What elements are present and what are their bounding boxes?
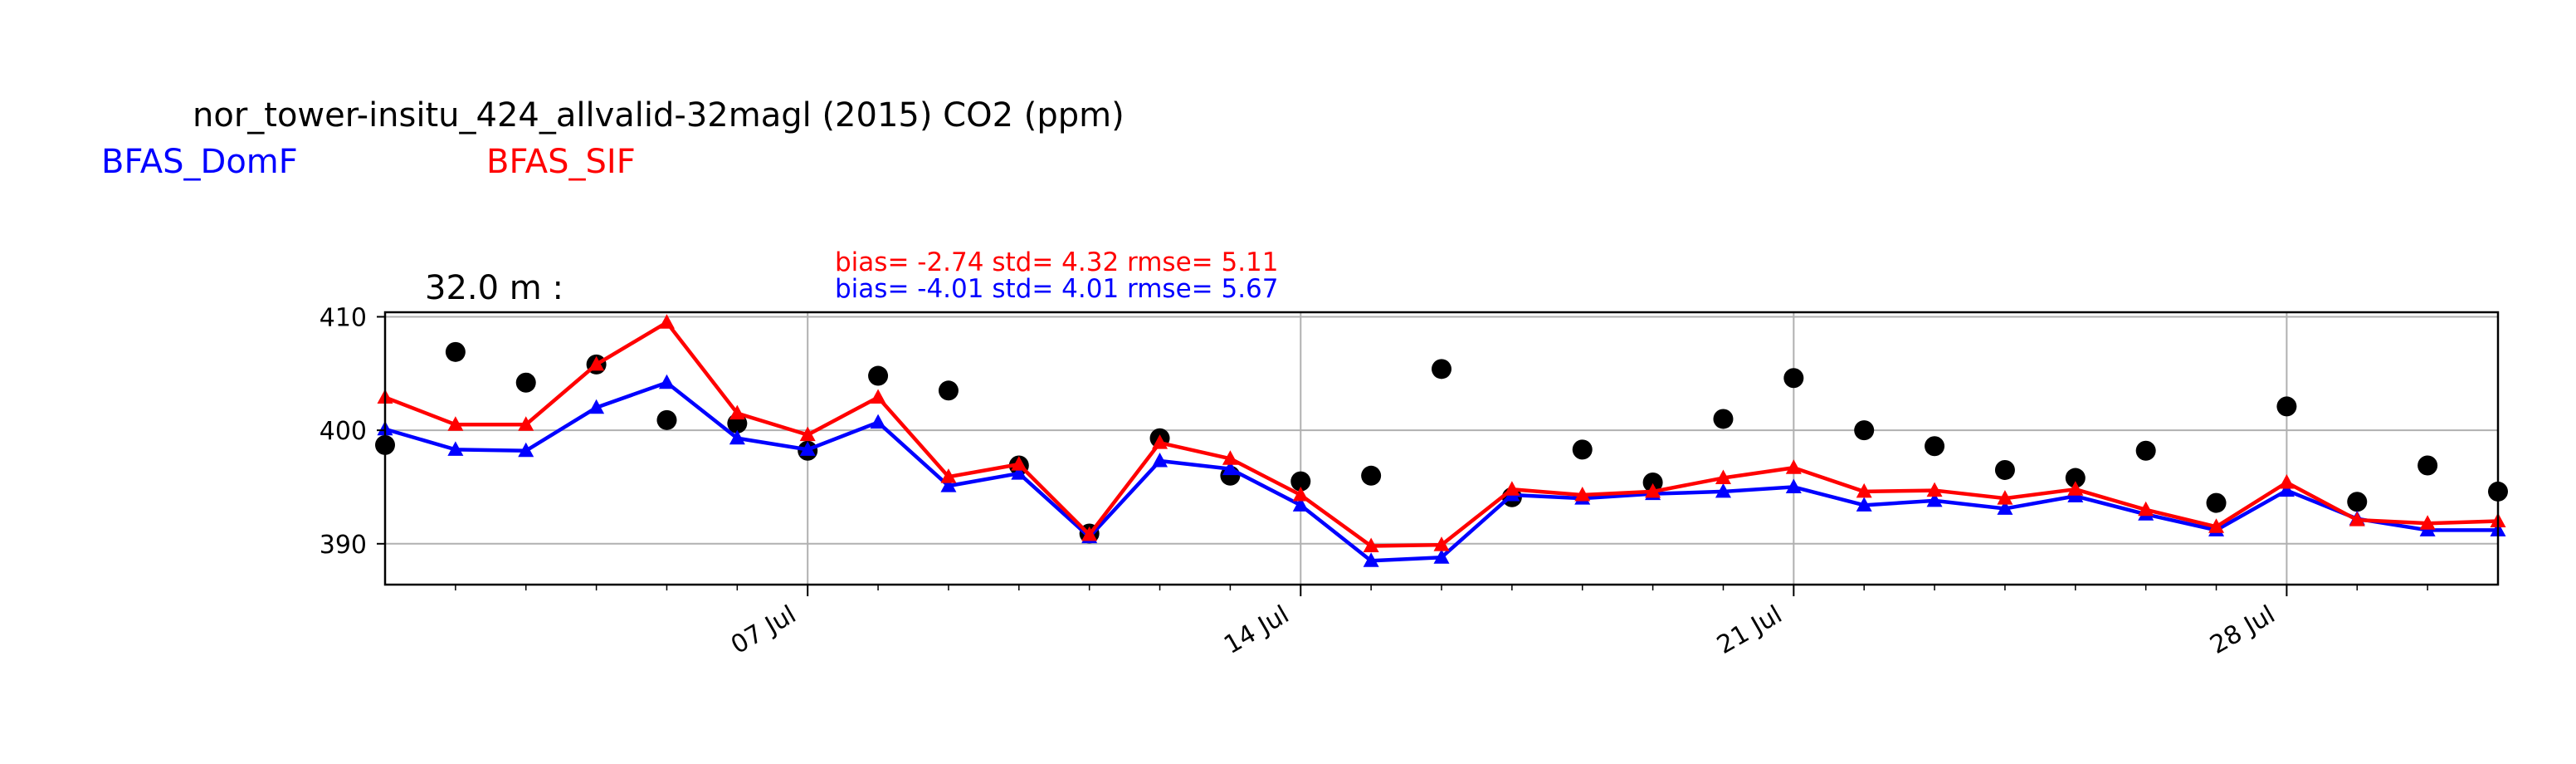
point-sif — [1645, 482, 1661, 498]
point-sif — [1785, 459, 1802, 474]
point-sif — [729, 404, 745, 420]
point-obs — [2276, 396, 2297, 417]
stats-domf: bias= -4.01 std= 4.01 rmse= 5.67 — [835, 274, 1279, 304]
point-domf — [588, 399, 605, 414]
point-domf — [729, 429, 745, 445]
y-tick-label: 410 — [320, 303, 367, 332]
point-sif — [1997, 490, 2013, 505]
point-domf — [1011, 465, 1027, 480]
point-sif — [1292, 487, 1309, 502]
stats-sif: bias= -2.74 std= 4.32 rmse= 5.11 — [835, 247, 1279, 277]
point-sif — [447, 416, 464, 431]
point-sif — [1152, 434, 1168, 449]
point-obs — [1572, 439, 1593, 460]
point-sif — [2419, 515, 2436, 530]
y-tick-label: 390 — [320, 531, 367, 560]
point-sif — [1433, 536, 1450, 551]
point-domf — [447, 441, 464, 456]
point-obs — [2206, 492, 2227, 513]
point-obs — [938, 380, 959, 401]
point-obs — [2065, 468, 2086, 488]
x-tick-label: 14 Jul — [1219, 600, 1294, 660]
point-sif — [1081, 526, 1098, 541]
point-sif — [2138, 501, 2154, 517]
point-obs — [2347, 492, 2368, 512]
x-tick-label: 28 Jul — [2205, 600, 2280, 660]
point-sif — [2067, 481, 2084, 496]
point-obs — [656, 409, 677, 430]
point-obs — [1290, 471, 1311, 492]
point-domf — [1715, 482, 1731, 498]
point-sif — [870, 389, 886, 404]
point-sif — [1574, 487, 1591, 502]
point-domf — [1997, 500, 2013, 515]
axis-layer: 390 400 410 07 Jul 14 Jul 21 Jul 28 Jul — [320, 303, 2428, 660]
point-sif — [1363, 537, 1379, 553]
point-domf — [1856, 497, 1872, 512]
panel-label: 32.0 m : — [425, 269, 564, 307]
point-domf — [1152, 453, 1168, 468]
point-sif — [1926, 482, 1943, 497]
point-obs — [1783, 368, 1804, 389]
legend-label-sif: BFAS_SIF — [486, 143, 636, 181]
point-obs — [1994, 459, 2015, 480]
point-domf — [1433, 549, 1450, 564]
point-domf — [1785, 478, 1802, 493]
point-domf — [518, 442, 534, 458]
point-sif — [1715, 469, 1731, 485]
point-sif — [1222, 450, 1238, 465]
x-tick-label: 21 Jul — [1712, 600, 1787, 660]
point-sif — [1011, 456, 1027, 471]
chart-title: nor_tower-insitu_424_allvalid-32magl (20… — [193, 96, 1125, 135]
point-sif — [2208, 518, 2225, 533]
point-obs — [445, 341, 466, 362]
point-domf — [870, 414, 886, 429]
point-domf — [940, 478, 957, 492]
y-tick-label: 400 — [320, 417, 367, 446]
point-domf — [1926, 492, 1943, 507]
point-sif — [1504, 481, 1520, 496]
point-sif — [518, 416, 534, 431]
point-obs — [1432, 359, 1451, 380]
series-layer — [375, 314, 2508, 567]
point-domf — [799, 441, 816, 456]
point-domf — [658, 374, 675, 389]
point-sif — [2278, 474, 2295, 489]
x-tick-label: 07 Jul — [726, 600, 801, 660]
point-domf — [2278, 482, 2295, 497]
point-obs — [2417, 455, 2438, 476]
point-domf — [1363, 552, 1379, 567]
point-obs — [515, 372, 536, 393]
point-sif — [658, 314, 675, 329]
point-obs — [1361, 465, 1382, 486]
point-obs — [1854, 420, 1875, 441]
point-domf — [1292, 497, 1309, 512]
legend-label-domf: BFAS_DomF — [101, 143, 298, 181]
point-sif — [1856, 482, 1872, 498]
point-domf — [1222, 460, 1238, 476]
point-sif — [940, 468, 957, 483]
point-obs — [868, 365, 889, 386]
point-obs — [1642, 473, 1663, 492]
point-sif — [588, 355, 605, 371]
point-sif — [799, 426, 816, 442]
point-sif — [2349, 512, 2365, 526]
point-obs — [1713, 409, 1734, 429]
point-obs — [2135, 440, 2156, 461]
point-obs — [1925, 436, 1945, 457]
